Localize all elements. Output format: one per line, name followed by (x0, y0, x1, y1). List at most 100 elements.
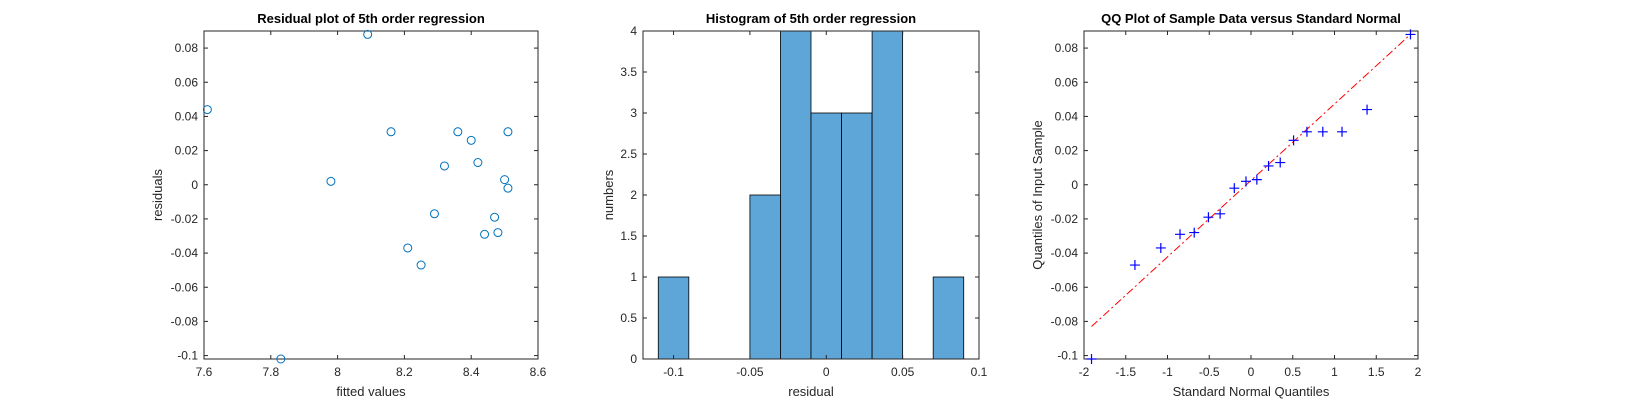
x-tick-label: -0.1 (663, 365, 684, 379)
histogram-bar (810, 112, 842, 360)
data-point (503, 183, 513, 193)
y-tick-label: 3.5 (620, 65, 637, 79)
y-tick-label: -0.02 (1051, 212, 1079, 226)
data-point (480, 229, 490, 239)
data-point (1129, 260, 1140, 271)
data-point (466, 135, 476, 145)
data-point (416, 260, 426, 270)
data-point (500, 175, 510, 185)
x-tick-label: 8 (334, 365, 341, 379)
data-point (202, 105, 212, 115)
y-tick-label: -0.04 (171, 246, 199, 260)
x-axis-label: residual (788, 384, 834, 399)
y-tick-label: -0.06 (1051, 280, 1079, 294)
data-point (1215, 208, 1226, 219)
x-tick-label: -0.05 (736, 365, 764, 379)
data-point (1362, 104, 1373, 115)
data-point (276, 354, 286, 364)
data-point (1405, 29, 1416, 40)
y-tick-label: 0 (1071, 178, 1078, 192)
y-tick-label: 0.06 (175, 75, 199, 89)
x-tick-label: 8.4 (463, 365, 480, 379)
y-tick-label: -0.1 (1057, 349, 1078, 363)
x-axis-label: fitted values (336, 384, 406, 399)
histogram-bar (780, 30, 812, 360)
axes-frame (1083, 30, 1419, 360)
x-tick-label: -0.5 (1199, 365, 1220, 379)
y-tick-label: 0.02 (1055, 144, 1079, 158)
y-tick-label: -0.04 (1051, 246, 1079, 260)
x-tick-label: 0 (823, 365, 830, 379)
data-point (429, 209, 439, 219)
reference-line (1091, 34, 1411, 327)
y-tick-label: 2 (630, 188, 637, 202)
y-tick-label: 1 (630, 270, 637, 284)
y-tick-label: 0.5 (620, 311, 637, 325)
data-point (1175, 229, 1186, 240)
x-tick-label: 0 (1248, 365, 1255, 379)
y-tick-label: 0.02 (175, 144, 199, 158)
x-tick-label: 2 (1415, 365, 1422, 379)
y-tick-label: -0.08 (1051, 314, 1079, 328)
x-tick-label: -2 (1079, 365, 1090, 379)
y-tick-label: 0 (191, 178, 198, 192)
chart-title: QQ Plot of Sample Data versus Standard N… (1101, 11, 1401, 26)
data-point (439, 161, 449, 171)
data-point (1189, 227, 1200, 238)
chart-title: Residual plot of 5th order regression (257, 11, 485, 26)
x-tick-label: -1 (1162, 365, 1173, 379)
y-tick-label: -0.08 (171, 314, 199, 328)
x-tick-label: 8.6 (530, 365, 547, 379)
data-point (473, 158, 483, 168)
data-point (1275, 157, 1286, 168)
y-tick-label: 4 (630, 24, 637, 38)
x-tick-label: 7.6 (196, 365, 213, 379)
histogram-bar (871, 30, 904, 360)
data-point (386, 127, 396, 137)
y-tick-label: 0.08 (1055, 41, 1079, 55)
y-tick-label: 0 (630, 352, 637, 366)
y-tick-label: 0.08 (175, 41, 199, 55)
data-point (326, 176, 336, 186)
y-tick-label: 1.5 (620, 229, 637, 243)
data-point (403, 243, 413, 253)
chart-title: Histogram of 5th order regression (706, 11, 916, 26)
data-point (1229, 183, 1240, 194)
y-axis-label: numbers (601, 169, 616, 220)
y-tick-label: -0.06 (171, 280, 199, 294)
data-point (493, 228, 503, 238)
x-tick-label: 1.5 (1368, 365, 1385, 379)
histogram-bar (657, 276, 690, 360)
y-tick-label: -0.1 (177, 349, 198, 363)
data-point (1263, 160, 1274, 171)
y-axis-label: residuals (150, 168, 165, 221)
data-point (490, 212, 500, 222)
data-point (503, 127, 513, 137)
x-tick-label: 0.5 (1284, 365, 1301, 379)
data-point (1301, 126, 1312, 137)
x-tick-label: 8.2 (396, 365, 413, 379)
y-tick-label: 3 (630, 106, 637, 120)
y-tick-label: -0.02 (171, 212, 199, 226)
data-point (1251, 174, 1262, 185)
x-tick-label: 0.1 (971, 365, 988, 379)
data-point (453, 127, 463, 137)
y-tick-label: 0.04 (1055, 109, 1079, 123)
histogram-bar (841, 112, 873, 360)
data-point (1240, 176, 1251, 187)
data-point (1155, 242, 1166, 253)
qq-plot: -2 -1.5 -1 -0.5 0 0.5 1 1.5 2 -0.1 -0.08 -0.06 -0.04… (1030, 11, 1422, 399)
y-axis-label: Quantiles of Input Sample (1030, 120, 1045, 270)
x-tick-label: 1 (1331, 365, 1338, 379)
data-point (363, 29, 373, 39)
histogram-bar (932, 276, 965, 360)
histogram-plot: -0.1 -0.05 0 0.05 0.1 0 0.5 1 1.5 2 2.5 3 3.5 4 Histog… (601, 11, 988, 399)
x-tick-label: 0.05 (891, 365, 915, 379)
data-point (1337, 126, 1348, 137)
x-tick-label: -1.5 (1115, 365, 1136, 379)
data-point (1288, 135, 1299, 146)
histogram-bar (749, 194, 781, 360)
data-point (1203, 212, 1214, 223)
y-tick-label: 0.04 (175, 109, 199, 123)
